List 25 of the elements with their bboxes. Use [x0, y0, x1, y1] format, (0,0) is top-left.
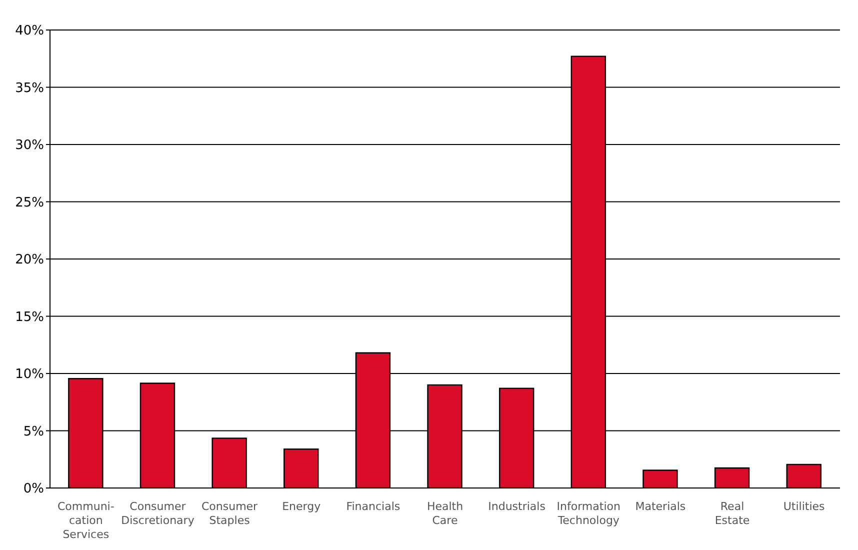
y-tick-label: 20% [15, 252, 44, 268]
y-tick-label: 35% [15, 80, 44, 96]
y-tick-label: 25% [15, 195, 44, 210]
y-tick-label: 0% [23, 482, 44, 497]
bar [212, 438, 247, 488]
x-tick-label: Health Care [426, 500, 464, 527]
y-tick-label: 10% [15, 367, 44, 382]
bar [714, 467, 750, 488]
x-tick-label: Materials [635, 500, 686, 513]
y-tick-label: 15% [15, 310, 44, 325]
x-tick-label: Financials [346, 500, 400, 513]
x-tick-label: Industrials [488, 500, 546, 513]
bar [642, 470, 678, 488]
x-tick-label: Consumer Staples [202, 500, 258, 527]
y-tick-label: 40% [15, 24, 44, 39]
x-tick-label: Communi-cation Services [58, 500, 114, 541]
y-tick-label: 5% [23, 424, 44, 440]
bar [786, 464, 822, 488]
bar [284, 448, 319, 488]
y-tick-label: 30% [15, 138, 44, 154]
x-tick-label: Information Technology [556, 500, 620, 527]
x-tick-label: Real Estate [714, 500, 750, 527]
x-tick-label: Energy [282, 500, 322, 513]
x-tick-label: Utilities [783, 500, 826, 513]
x-tick-label: Consumer Discretionary [121, 500, 195, 527]
